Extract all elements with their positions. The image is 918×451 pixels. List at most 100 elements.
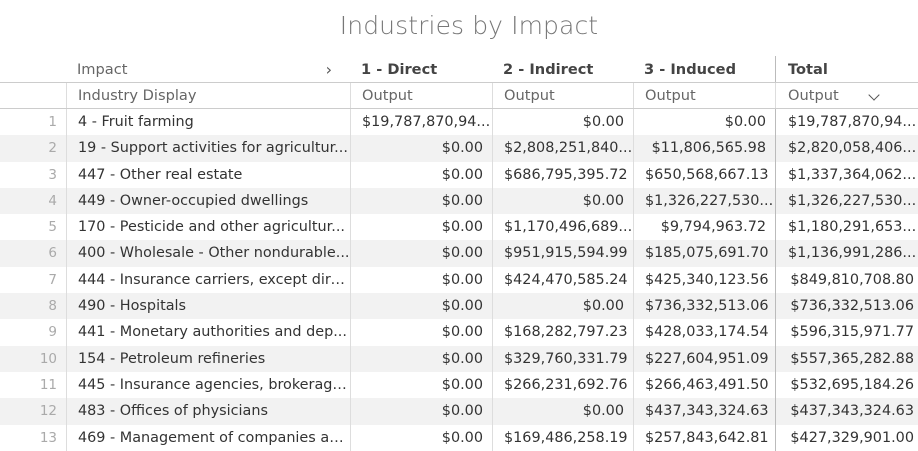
industry-cell: 490 - Hospitals	[66, 293, 350, 320]
total-output-label: Output	[788, 87, 839, 104]
industries-table: Impact › 1 - Direct 2 - Indirect 3 - Ind…	[0, 56, 918, 451]
total-output-cell: $1,180,291,653...	[775, 214, 918, 241]
table-row[interactable]: 8 490 - Hospitals $0.00 $0.00 $736,332,513.0…	[0, 293, 918, 320]
table-row[interactable]: 12 483 - Offices of physicians $0.00 $0.00 $…	[0, 398, 918, 425]
table-row[interactable]: 11 445 - Insurance agencies, brokerage...…	[0, 371, 918, 399]
column-header-induced-output[interactable]: Output	[633, 83, 775, 108]
induced-output-cell: $1,326,227,530...	[633, 187, 775, 215]
header-row-measures: Industry Display Output Output Output Ou…	[0, 83, 918, 109]
column-header-direct[interactable]: 1 - Direct	[361, 61, 438, 78]
total-output-cell: $2,820,058,406...	[775, 135, 918, 162]
induced-output-cell: $425,340,123.56	[633, 266, 775, 294]
column-header-indirect[interactable]: 2 - Indirect	[503, 61, 594, 78]
direct-output-cell: $0.00	[350, 240, 492, 267]
row-index: 4	[48, 192, 57, 209]
header-row-impact: Impact › 1 - Direct 2 - Indirect 3 - Ind…	[0, 56, 918, 83]
table-row[interactable]: 5 170 - Pesticide and other agricultur...…	[0, 214, 918, 241]
chevron-right-icon[interactable]: ›	[325, 60, 332, 79]
table-row[interactable]: 4 449 - Owner-occupied dwellings $0.00 $0.0…	[0, 187, 918, 215]
industry-cell: 445 - Insurance agencies, brokerage...	[66, 371, 350, 399]
direct-output-cell: $0.00	[350, 293, 492, 320]
direct-output-cell: $19,787,870,94...	[350, 109, 492, 136]
indirect-output-cell: $266,231,692.76	[492, 371, 633, 399]
direct-output-cell: $0.00	[350, 424, 492, 451]
indirect-output-cell: $686,795,395.72	[492, 161, 633, 188]
direct-output-cell: $0.00	[350, 214, 492, 241]
industry-cell: 4 - Fruit farming	[66, 109, 350, 136]
induced-output-cell: $428,033,174.54	[633, 319, 775, 346]
industry-cell: 441 - Monetary authorities and dep...	[66, 319, 350, 346]
industry-cell: 447 - Other real estate	[66, 161, 350, 188]
induced-output-cell: $227,604,951.09	[633, 345, 775, 372]
industry-cell: 170 - Pesticide and other agricultur...	[66, 214, 350, 241]
industry-cell: 449 - Owner-occupied dwellings	[66, 187, 350, 215]
induced-output-cell: $736,332,513.06	[633, 293, 775, 320]
row-index: 6	[48, 245, 57, 262]
row-index: 1	[48, 114, 57, 130]
column-header-total[interactable]: Total	[775, 56, 918, 82]
induced-output-cell: $11,806,565.98	[633, 135, 775, 162]
induced-output-cell: $437,343,324.63	[633, 398, 775, 425]
table-row[interactable]: 6 400 - Wholesale - Other nondurable... $0…	[0, 240, 918, 267]
indirect-output-cell: $329,760,331.79	[492, 345, 633, 372]
column-header-direct-output[interactable]: Output	[350, 83, 492, 108]
industry-cell: 19 - Support activities for agricultur..…	[66, 135, 350, 162]
total-output-cell: $1,326,227,530...	[775, 187, 918, 215]
column-header-total-output[interactable]: Output	[775, 83, 918, 108]
total-output-cell: $849,810,708.80	[775, 266, 918, 294]
induced-output-cell: $650,568,667.13	[633, 161, 775, 188]
direct-output-cell: $0.00	[350, 398, 492, 425]
induced-output-cell: $185,075,691.70	[633, 240, 775, 267]
column-header-industry[interactable]: Industry Display	[66, 83, 350, 108]
induced-output-cell: $9,794,963.72	[633, 214, 775, 241]
total-output-cell: $19,787,870,94...	[775, 109, 918, 136]
column-header-indirect-output[interactable]: Output	[492, 83, 633, 108]
row-index: 12	[39, 403, 57, 420]
indirect-output-cell: $0.00	[492, 293, 633, 320]
row-index: 10	[39, 350, 57, 367]
table-row[interactable]: 2 19 - Support activities for agricultur.…	[0, 135, 918, 162]
total-output-cell: $427,329,901.00	[775, 424, 918, 451]
row-index: 11	[39, 376, 57, 393]
induced-output-cell: $266,463,491.50	[633, 371, 775, 399]
row-index: 8	[48, 298, 57, 315]
table-row[interactable]: 3 447 - Other real estate $0.00 $686,795,39…	[0, 161, 918, 188]
table-row[interactable]: 9 441 - Monetary authorities and dep... $0…	[0, 319, 918, 346]
indirect-output-cell: $1,170,496,689...	[492, 214, 633, 241]
direct-output-cell: $0.00	[350, 135, 492, 162]
table-row[interactable]: 7 444 - Insurance carriers, except dire..…	[0, 266, 918, 294]
industry-cell: 469 - Management of companies an...	[66, 424, 350, 451]
row-index: 9	[48, 324, 57, 341]
page-title: Industries by Impact	[339, 11, 599, 40]
induced-output-cell: $257,843,642.81	[633, 424, 775, 451]
direct-output-cell: $0.00	[350, 371, 492, 399]
impact-header[interactable]: Impact ›	[66, 56, 350, 82]
industry-cell: 154 - Petroleum refineries	[66, 345, 350, 372]
row-index: 5	[48, 219, 57, 236]
total-output-cell: $437,343,324.63	[775, 398, 918, 425]
header-index-spacer	[0, 56, 66, 82]
total-output-cell: $1,136,991,286...	[775, 240, 918, 267]
industry-cell: 400 - Wholesale - Other nondurable...	[66, 240, 350, 267]
direct-output-cell: $0.00	[350, 319, 492, 346]
row-index: 7	[48, 271, 57, 288]
table-row[interactable]: 10 154 - Petroleum refineries $0.00 $329,76…	[0, 345, 918, 372]
direct-output-cell: $0.00	[350, 187, 492, 215]
chevron-down-icon[interactable]	[868, 89, 880, 101]
header-index-spacer	[0, 83, 66, 108]
direct-output-cell: $0.00	[350, 161, 492, 188]
direct-output-cell: $0.00	[350, 345, 492, 372]
direct-output-cell: $0.00	[350, 266, 492, 294]
indirect-output-cell: $424,470,585.24	[492, 266, 633, 294]
impact-header-label: Impact	[77, 61, 128, 78]
total-output-cell: $557,365,282.88	[775, 345, 918, 372]
table-row[interactable]: 13 469 - Management of companies an... $0.…	[0, 424, 918, 451]
total-output-cell: $596,315,971.77	[775, 319, 918, 346]
row-index: 3	[48, 166, 57, 183]
total-output-cell: $532,695,184.26	[775, 371, 918, 399]
column-header-induced[interactable]: 3 - Induced	[644, 61, 737, 78]
indirect-output-cell: $951,915,594.99	[492, 240, 633, 267]
indirect-output-cell: $0.00	[492, 398, 633, 425]
